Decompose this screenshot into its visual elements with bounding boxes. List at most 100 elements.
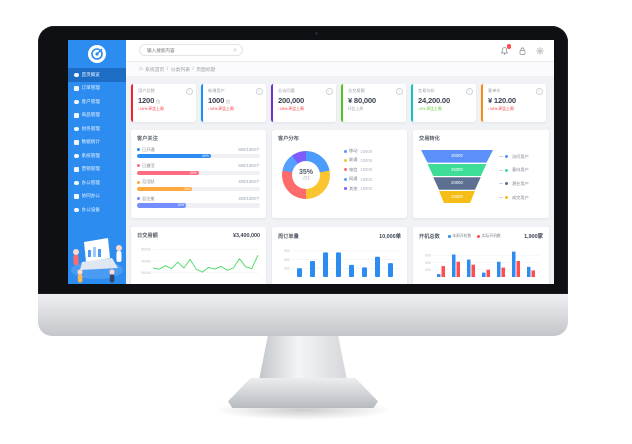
chat-icon [74,194,79,199]
progress-fill: 60% [137,154,211,159]
target-logo-icon [91,48,103,60]
home-icon[interactable]: ⌂ [139,66,143,72]
progress-fill: 40% [137,203,187,208]
progress-bar: 40% [137,203,260,208]
users-icon [74,153,79,158]
progress-bar: 60% [137,154,260,159]
home-icon [74,72,79,77]
legend-dot [344,158,347,162]
progress-label: 已激活 [142,162,155,168]
sidebar-item-label: 财务管理 [81,125,100,131]
legend-dot [477,234,481,238]
progress-value: 400/1000个 [238,195,260,201]
stat-card-new-users: 新增用户 1000 位 ↑10% 环比上周 i [201,84,266,122]
svg-text:40000: 40000 [141,259,151,263]
legend-dot [505,182,508,186]
sidebar-item-stats[interactable]: 数据统计 [68,136,126,150]
legend-dot [344,177,347,181]
legend-dot [137,180,140,184]
document-icon [74,86,79,91]
progress-value: 600/1000个 [238,146,260,152]
chart-legend: 本周开机数 实际开机数 [447,234,501,239]
panel-title: 客户分布 [278,136,299,142]
daily-revenue-panel: 日交易额 ¥3,400,000 50000 40000 30000 [131,227,266,284]
breadcrumb-item: 页面标题 [196,67,216,73]
breadcrumb: ⌂ 系统首页 / 分类列表 / 页面标题 [126,62,554,77]
stat-change: ↑10% 环比上周 [208,107,234,111]
panel-title: 日交易额 [137,233,158,239]
stat-value: ¥ 80,000 [348,96,376,105]
legend-dot [137,197,140,201]
sidebar-item-products[interactable]: 商品管理 [68,109,126,123]
donut-center-label: 占比 [302,176,310,181]
progress-row: 已激活 500/1000个 50% [137,163,260,175]
svg-text:300: 300 [284,267,290,271]
lock-icon[interactable] [518,47,526,55]
bell-icon[interactable] [500,44,511,55]
funnel-chart: 30000 25000 20000 10000 [421,150,493,204]
legend-dot [344,168,347,172]
sidebar-item-label: 客户管理 [81,98,100,104]
stat-value: 1200 位 [138,96,161,105]
customer-distribution-panel: 客户分布 35% 占比 移动 10000 联通 10000 电信 10000 网通 10… [272,130,407,218]
info-icon[interactable]: i [325,87,333,95]
info-icon[interactable]: i [255,87,263,95]
legend-item: 其他 10000 [344,186,372,192]
info-icon[interactable]: i [395,87,403,95]
stat-label: 总访问量 [278,88,295,93]
stat-card-gmv: 总交易额 ¥ 80,000 环比上周 i [341,84,406,122]
sidebar-item-customers[interactable]: 客户管理 [68,95,126,109]
progress-row: 已开通 600/1000个 60% [137,147,260,159]
sidebar-item-home[interactable]: 首页概览 [68,68,126,82]
chart-icon [74,140,79,145]
gear-icon[interactable] [536,46,544,55]
app-logo[interactable] [88,45,106,63]
legend-dot [137,148,140,152]
sidebar-item-office[interactable]: 办公管理 [68,176,126,190]
stat-value: ¥ 120.00 [488,96,516,105]
stat-value: 24,200.00 [418,96,450,105]
stat-label: 用户总数 [138,88,155,93]
progress-label: 月活跃 [142,179,155,185]
legend-item: 联通 10000 [344,157,372,163]
sidebar-item-label: 协同办公 [81,193,100,199]
info-icon[interactable]: i [465,87,473,95]
donut-legend: 移动 10000 联通 10000 电信 10000 网通 10000 其他 10000 [344,148,372,192]
funnel-label: 意向用户 [499,164,529,178]
info-icon[interactable]: i [185,87,193,95]
sidebar-item-label: 订单管理 [81,85,100,91]
funnel-tier: 25000 [427,163,487,177]
stat-value: 1000 位 [208,96,231,105]
funnel-label: 潜在用户 [499,177,529,191]
sidebar-item-devices[interactable]: 办公设备 [68,203,126,217]
legend-item: 网通 10000 [344,176,372,182]
breadcrumb-separator: / [192,66,194,72]
breadcrumb-separator: / [166,66,169,72]
monitor-stand-base [228,378,378,408]
search-input[interactable] [145,46,234,54]
sidebar-item-orders[interactable]: 订单管理 [68,82,126,96]
svg-text:600: 600 [284,258,290,262]
progress-fill: 50% [137,170,199,175]
legend-dot [447,234,451,238]
breadcrumb-item[interactable]: 系统首页 [145,67,165,73]
sidebar-item-finance[interactable]: 财务管理 [68,122,126,136]
funnel-tier: 30000 [421,150,493,163]
sidebar-item-marketing[interactable]: 营销管理 [68,163,126,177]
user-icon [74,99,79,104]
stat-card-avg-price: 交易均价 24,200.00 ↓2% 环比上周 i [411,84,476,122]
breadcrumb-item[interactable]: 分类列表 [170,67,190,73]
sidebar-menu: 首页概览 订单管理 客户管理 商品管理 财务管理 数据统计 系统管理 营销管理 … [68,68,126,217]
sidebar-item-collab[interactable]: 协同办公 [68,190,126,204]
search-box[interactable]: ⌕ [139,44,243,56]
notification-badge [506,44,511,49]
monitor-stand-neck [259,336,347,380]
funnel-label: 成交用户 [499,191,529,205]
panel-title: 周订单量 [278,233,299,240]
info-icon[interactable]: i [535,87,543,95]
sidebar-item-system[interactable]: 系统管理 [68,149,126,163]
panel-total: ¥3,400,000 [233,232,260,239]
panel-total: 1,900家 [524,234,543,240]
panel-title: 客户关注 [137,136,158,142]
